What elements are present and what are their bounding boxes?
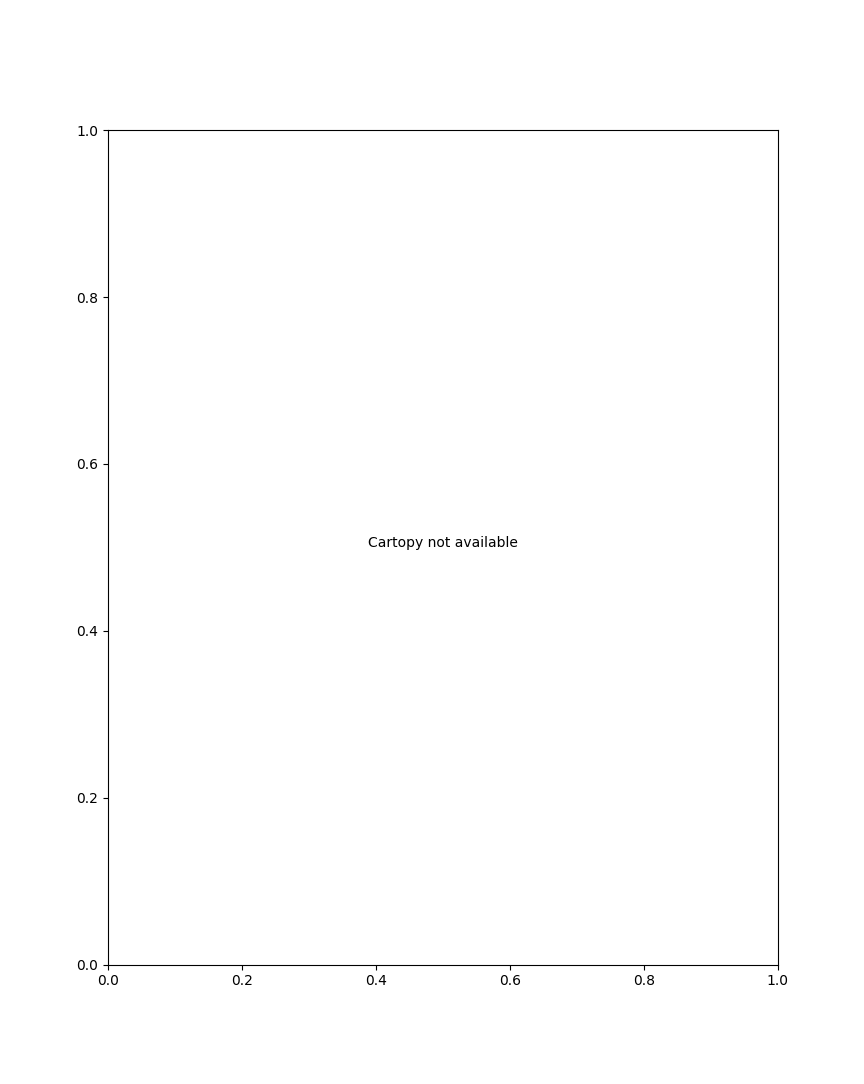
Text: Cartopy not available: Cartopy not available	[368, 537, 518, 551]
